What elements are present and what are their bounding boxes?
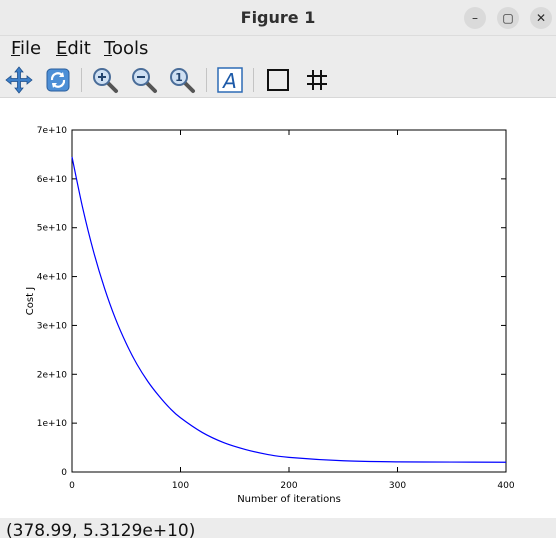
pan-button[interactable] [4, 65, 34, 95]
window-title: Figure 1 [240, 8, 316, 27]
rotate-button[interactable] [43, 65, 73, 95]
maximize-icon: ▢ [502, 11, 514, 25]
svg-text:A: A [221, 69, 237, 93]
y-tick-label: 2e+10 [37, 370, 68, 380]
zoom-out-button[interactable] [129, 65, 159, 95]
toolbar: 1 A [0, 62, 556, 98]
x-tick-label: 300 [389, 481, 406, 491]
zoom-in-icon [93, 68, 118, 93]
axes-box [71, 129, 507, 473]
y-axis-label: Cost J [25, 287, 36, 315]
maximize-button[interactable]: ▢ [497, 7, 519, 29]
toolbar-separator [81, 68, 82, 92]
x-tick-label: 100 [172, 481, 189, 491]
cursor-coordinates: (378.99, 5.3129e+10) [6, 521, 196, 538]
grid-button[interactable] [302, 65, 332, 95]
figure-canvas[interactable]: 0 100 200 300 400 0 1e+10 2e+10 3e+10 4e+10 5e+10 6… [0, 99, 556, 518]
axes-box-button[interactable] [263, 65, 293, 95]
insert-text-icon: A [217, 67, 243, 93]
menu-edit[interactable]: Edit [56, 38, 91, 59]
y-tick-label: 6e+10 [37, 175, 68, 185]
menu-bar: File Edit Tools [0, 36, 556, 62]
menu-file[interactable]: File [11, 38, 42, 59]
status-bar: (378.99, 5.3129e+10) [0, 518, 556, 538]
x-tick-label: 200 [280, 481, 297, 491]
rotate-icon [46, 68, 70, 92]
minimize-button[interactable]: – [464, 7, 486, 29]
zoom-in-button[interactable] [90, 65, 120, 95]
x-tick-label: 400 [497, 481, 514, 491]
x-tick-label: 0 [69, 481, 75, 491]
close-button[interactable]: ✕ [530, 7, 552, 29]
close-icon: ✕ [535, 11, 547, 25]
insert-text-button[interactable]: A [215, 65, 245, 95]
grid-icon [307, 70, 327, 90]
axes-box-icon [267, 69, 289, 91]
title-bar: Figure 1 – ▢ ✕ [0, 0, 556, 36]
zoom-reset-button[interactable]: 1 [167, 65, 197, 95]
y-tick-label: 3e+10 [37, 321, 68, 331]
zoom-out-icon [132, 68, 157, 93]
zoom-reset-icon: 1 [170, 68, 195, 93]
menu-tools[interactable]: Tools [104, 38, 149, 59]
cost-chart[interactable]: 0 100 200 300 400 0 1e+10 2e+10 3e+10 4e+10 5e+10 6… [0, 99, 556, 518]
y-tick-label: 1e+10 [37, 419, 68, 429]
y-tick-label: 7e+10 [37, 126, 68, 136]
x-axis-label: Number of iterations [237, 494, 341, 505]
svg-text:1: 1 [175, 71, 183, 84]
y-tick-label: 5e+10 [37, 224, 68, 234]
toolbar-separator [253, 68, 254, 92]
cost-series-line [71, 156, 507, 463]
toolbar-separator [206, 68, 207, 92]
pan-icon [5, 66, 33, 94]
minimize-icon: – [472, 11, 478, 25]
y-tick-label: 0 [61, 468, 67, 478]
y-tick-label: 4e+10 [37, 273, 68, 283]
